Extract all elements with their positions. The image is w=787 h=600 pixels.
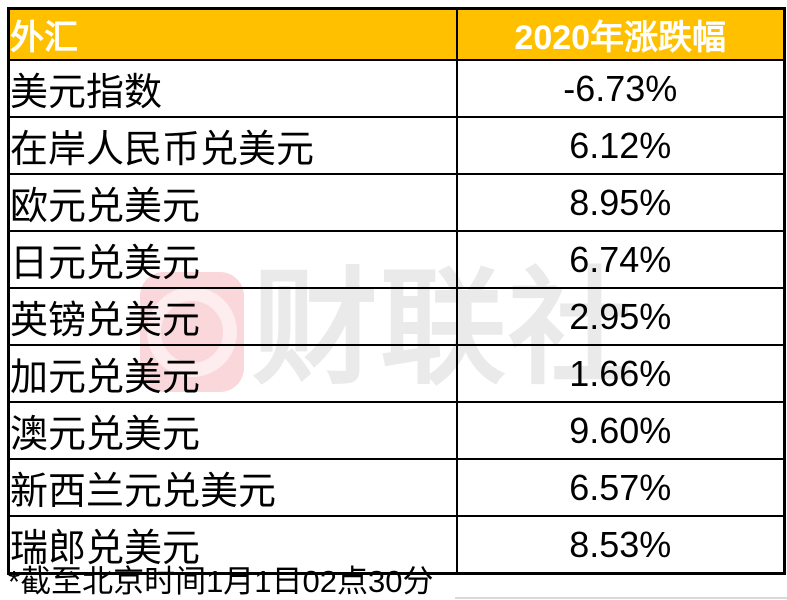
row-value: 1.66% xyxy=(455,344,786,403)
row-name: 加元兑美元 xyxy=(7,344,458,403)
row-name: 欧元兑美元 xyxy=(7,173,458,232)
table-header-row: 外汇 2020年涨跌幅 xyxy=(7,7,786,61)
row-name: 英镑兑美元 xyxy=(7,287,458,346)
row-value: 8.95% xyxy=(455,173,786,232)
row-name: 澳元兑美元 xyxy=(7,401,458,460)
row-value: 2.95% xyxy=(455,287,786,346)
row-name: 日元兑美元 xyxy=(7,230,458,289)
row-value: 8.53% xyxy=(455,515,786,575)
table-row: 在岸人民币兑美元 6.12% xyxy=(7,116,786,175)
row-value: -6.73% xyxy=(455,59,786,118)
table-row: 瑞郎兑美元 8.53% xyxy=(7,515,786,575)
table-row: 新西兰元兑美元 6.57% xyxy=(7,458,786,517)
fx-performance-table: 外汇 2020年涨跌幅 美元指数 -6.73% 在岸人民币兑美元 6.12% 欧… xyxy=(7,7,786,575)
header-cell-change: 2020年涨跌幅 xyxy=(455,7,786,61)
row-value: 6.12% xyxy=(455,116,786,175)
table-row: 美元指数 -6.73% xyxy=(7,59,786,118)
table-row: 澳元兑美元 9.60% xyxy=(7,401,786,460)
table-row: 加元兑美元 1.66% xyxy=(7,344,786,403)
row-name: 美元指数 xyxy=(7,59,458,118)
row-value: 6.74% xyxy=(455,230,786,289)
row-value: 6.57% xyxy=(455,458,786,517)
table-row: 欧元兑美元 8.95% xyxy=(7,173,786,232)
row-name: 瑞郎兑美元 xyxy=(7,515,458,575)
header-cell-fx: 外汇 xyxy=(7,7,458,61)
bottom-edge-artifact xyxy=(455,597,787,599)
table-row: 英镑兑美元 2.95% xyxy=(7,287,786,346)
row-value: 9.60% xyxy=(455,401,786,460)
footnote: *截至北京时间1月1日02点30分 xyxy=(8,564,434,599)
table-row: 日元兑美元 6.74% xyxy=(7,230,786,289)
row-name: 在岸人民币兑美元 xyxy=(7,116,458,175)
row-name: 新西兰元兑美元 xyxy=(7,458,458,517)
